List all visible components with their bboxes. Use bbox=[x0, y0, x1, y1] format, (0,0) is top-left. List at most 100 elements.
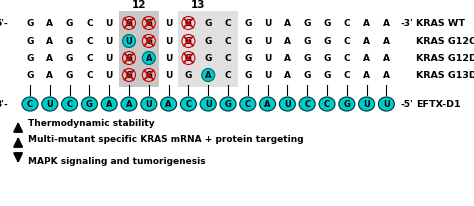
Text: A: A bbox=[46, 36, 53, 46]
Text: G: G bbox=[323, 54, 331, 62]
Text: C: C bbox=[86, 19, 93, 27]
Text: U: U bbox=[205, 99, 211, 109]
Text: G: G bbox=[66, 54, 73, 62]
Text: C: C bbox=[344, 54, 350, 62]
Text: G: G bbox=[204, 19, 212, 27]
Text: 12: 12 bbox=[132, 0, 146, 10]
Text: U: U bbox=[264, 54, 271, 62]
Text: KRAS G12C: KRAS G12C bbox=[416, 36, 474, 46]
Text: C: C bbox=[344, 36, 350, 46]
Text: G: G bbox=[27, 19, 34, 27]
Text: A: A bbox=[165, 99, 172, 109]
Ellipse shape bbox=[22, 97, 38, 111]
Text: U: U bbox=[165, 70, 172, 80]
Ellipse shape bbox=[359, 97, 374, 111]
Ellipse shape bbox=[161, 97, 177, 111]
Text: KRAS WT: KRAS WT bbox=[416, 19, 465, 27]
Text: G: G bbox=[66, 36, 73, 46]
Text: A: A bbox=[284, 36, 291, 46]
Text: G: G bbox=[244, 54, 252, 62]
Text: 5'-: 5'- bbox=[0, 19, 8, 27]
Text: U: U bbox=[106, 70, 113, 80]
Text: G: G bbox=[126, 19, 132, 27]
Text: A: A bbox=[363, 54, 370, 62]
Text: C: C bbox=[86, 36, 93, 46]
Text: C: C bbox=[86, 54, 93, 62]
Text: Multi-mutant specific KRAS mRNA + protein targeting: Multi-mutant specific KRAS mRNA + protei… bbox=[28, 135, 304, 144]
Text: A: A bbox=[284, 54, 291, 62]
Text: U: U bbox=[363, 99, 370, 109]
Text: G: G bbox=[126, 54, 132, 62]
Text: G: G bbox=[244, 36, 252, 46]
Text: A: A bbox=[264, 99, 271, 109]
Text: A: A bbox=[383, 36, 390, 46]
Ellipse shape bbox=[141, 97, 157, 111]
Text: G: G bbox=[86, 99, 93, 109]
Ellipse shape bbox=[42, 97, 58, 111]
Text: U: U bbox=[383, 99, 390, 109]
Text: U: U bbox=[46, 99, 53, 109]
Ellipse shape bbox=[339, 97, 355, 111]
Text: G: G bbox=[146, 19, 152, 27]
Ellipse shape bbox=[122, 34, 136, 48]
Text: G: G bbox=[27, 54, 34, 62]
Ellipse shape bbox=[260, 97, 275, 111]
Text: G: G bbox=[244, 19, 252, 27]
Text: U: U bbox=[165, 36, 172, 46]
Text: U: U bbox=[106, 19, 113, 27]
Text: G: G bbox=[66, 19, 73, 27]
Ellipse shape bbox=[202, 69, 215, 82]
Ellipse shape bbox=[319, 97, 335, 111]
Text: G: G bbox=[343, 99, 350, 109]
Text: U: U bbox=[165, 19, 172, 27]
Text: 13: 13 bbox=[191, 0, 206, 10]
Text: G: G bbox=[27, 70, 34, 80]
Text: G: G bbox=[303, 70, 311, 80]
Text: A: A bbox=[383, 19, 390, 27]
Text: A: A bbox=[284, 70, 291, 80]
Text: C: C bbox=[66, 99, 73, 109]
Ellipse shape bbox=[279, 97, 295, 111]
Text: G: G bbox=[146, 36, 152, 46]
Text: A: A bbox=[46, 54, 53, 62]
Text: A: A bbox=[106, 99, 112, 109]
Ellipse shape bbox=[121, 97, 137, 111]
Text: G: G bbox=[126, 70, 132, 80]
Text: G: G bbox=[303, 54, 311, 62]
Ellipse shape bbox=[240, 97, 256, 111]
Text: C: C bbox=[245, 99, 251, 109]
Text: C: C bbox=[324, 99, 330, 109]
Text: G: G bbox=[204, 54, 212, 62]
Text: G: G bbox=[185, 70, 192, 80]
Text: G: G bbox=[323, 36, 331, 46]
Text: KRAS G13D: KRAS G13D bbox=[416, 70, 474, 80]
Text: EFTX-D1: EFTX-D1 bbox=[416, 99, 461, 109]
Text: G: G bbox=[303, 19, 311, 27]
Ellipse shape bbox=[142, 52, 155, 64]
Text: U: U bbox=[264, 36, 271, 46]
Text: A: A bbox=[363, 36, 370, 46]
Text: A: A bbox=[363, 70, 370, 80]
Text: U: U bbox=[126, 36, 132, 46]
Text: KRAS G12D: KRAS G12D bbox=[416, 54, 474, 62]
Text: A: A bbox=[205, 70, 211, 80]
Text: A: A bbox=[383, 70, 390, 80]
Text: U: U bbox=[146, 99, 152, 109]
Text: -3': -3' bbox=[400, 19, 413, 27]
Text: G: G bbox=[185, 54, 192, 62]
Ellipse shape bbox=[200, 97, 216, 111]
Ellipse shape bbox=[378, 97, 394, 111]
Bar bbox=[119, 11, 159, 87]
Text: C: C bbox=[344, 70, 350, 80]
Ellipse shape bbox=[82, 97, 97, 111]
Text: U: U bbox=[264, 19, 271, 27]
Text: G: G bbox=[185, 19, 192, 27]
Ellipse shape bbox=[181, 97, 196, 111]
Text: U: U bbox=[165, 54, 172, 62]
Text: G: G bbox=[185, 36, 192, 46]
Text: G: G bbox=[323, 19, 331, 27]
Ellipse shape bbox=[299, 97, 315, 111]
Text: C: C bbox=[27, 99, 33, 109]
Text: C: C bbox=[225, 54, 231, 62]
Text: A: A bbox=[46, 19, 53, 27]
